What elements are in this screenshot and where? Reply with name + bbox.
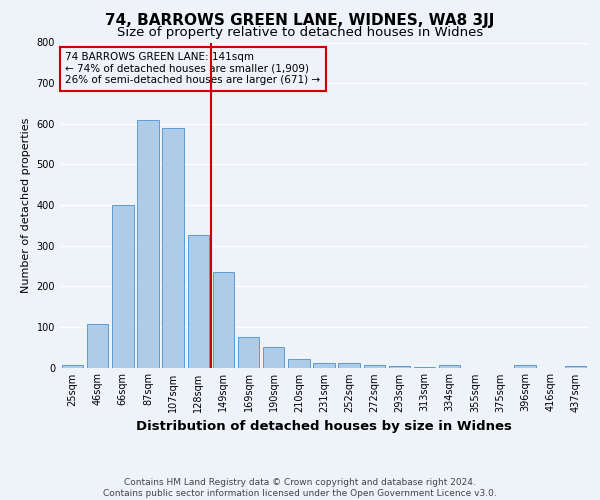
Text: Contains HM Land Registry data © Crown copyright and database right 2024.
Contai: Contains HM Land Registry data © Crown c… <box>103 478 497 498</box>
Bar <box>87 324 109 368</box>
Bar <box>389 366 410 368</box>
Text: 74, BARROWS GREEN LANE, WIDNES, WA8 3JJ: 74, BARROWS GREEN LANE, WIDNES, WA8 3JJ <box>106 12 494 28</box>
Bar <box>338 364 360 368</box>
Bar <box>238 337 259 368</box>
Y-axis label: Number of detached properties: Number of detached properties <box>21 118 31 292</box>
Bar <box>288 360 310 368</box>
Text: 74 BARROWS GREEN LANE: 141sqm
← 74% of detached houses are smaller (1,909)
26% o: 74 BARROWS GREEN LANE: 141sqm ← 74% of d… <box>65 52 320 86</box>
Bar <box>514 364 536 368</box>
Bar <box>188 236 209 368</box>
Bar <box>364 366 385 368</box>
Text: Size of property relative to detached houses in Widnes: Size of property relative to detached ho… <box>117 26 483 39</box>
Bar <box>313 362 335 368</box>
Bar <box>213 272 234 368</box>
Bar <box>263 347 284 368</box>
Bar <box>62 366 83 368</box>
Bar <box>565 366 586 368</box>
Bar <box>137 120 158 368</box>
Bar <box>163 128 184 368</box>
Bar <box>439 366 460 368</box>
Bar <box>112 205 134 368</box>
X-axis label: Distribution of detached houses by size in Widnes: Distribution of detached houses by size … <box>136 420 512 433</box>
